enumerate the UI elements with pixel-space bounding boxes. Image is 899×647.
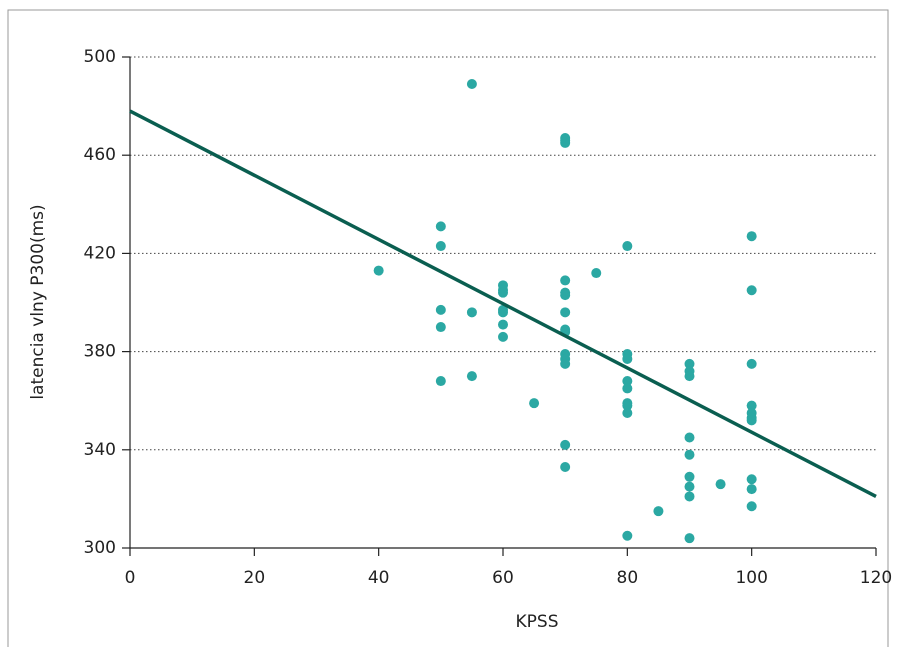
point [435,221,446,232]
y-tick-label: 380 [84,342,116,362]
frame [7,9,889,647]
point [746,415,757,426]
y-tick-label: 420 [84,243,116,263]
x-tick-label: 100 [735,568,767,588]
point [560,307,571,318]
point [684,491,695,502]
point [622,530,633,541]
point [622,376,633,387]
point [746,358,757,369]
point [560,137,571,148]
point [591,268,602,279]
point [622,407,633,418]
point [466,371,477,382]
y-tick-label: 460 [84,145,116,165]
point [684,471,695,482]
point [560,275,571,286]
point [684,481,695,492]
point [622,383,633,394]
x-tick-label: 0 [125,568,136,588]
point [560,439,571,450]
point [560,290,571,301]
point [746,501,757,512]
y-tick-label: 500 [84,47,116,67]
x-tick-label: 60 [492,568,514,588]
point [746,400,757,411]
point [622,241,633,252]
point [435,322,446,333]
point [560,358,571,369]
point [498,307,508,318]
point [466,79,477,90]
x-axis-label: KPSS [516,612,559,632]
point [560,461,571,472]
point [373,265,384,276]
point [746,285,757,296]
x-tick-label: 40 [368,568,390,588]
y-tick-label: 340 [84,440,116,460]
point [684,432,695,443]
trend-line [129,109,877,498]
point [746,484,757,495]
point [466,307,477,318]
point [622,353,633,364]
point [435,241,446,252]
point [684,533,695,544]
point [746,474,757,485]
point [498,319,508,330]
y-axis-label: latencia vlny P300(ms) [28,204,48,399]
point [435,376,446,387]
point [622,400,633,411]
point [684,358,695,369]
point [498,287,508,298]
point [684,371,695,382]
point [529,398,540,409]
point [498,331,508,342]
point [715,479,726,490]
x-tick-label: 120 [860,568,892,588]
point [746,231,757,242]
x-tick-label: 80 [617,568,639,588]
point [653,506,664,517]
y-tick-label: 300 [84,538,116,558]
point [684,449,695,460]
point [435,304,446,315]
x-tick-label: 20 [244,568,266,588]
